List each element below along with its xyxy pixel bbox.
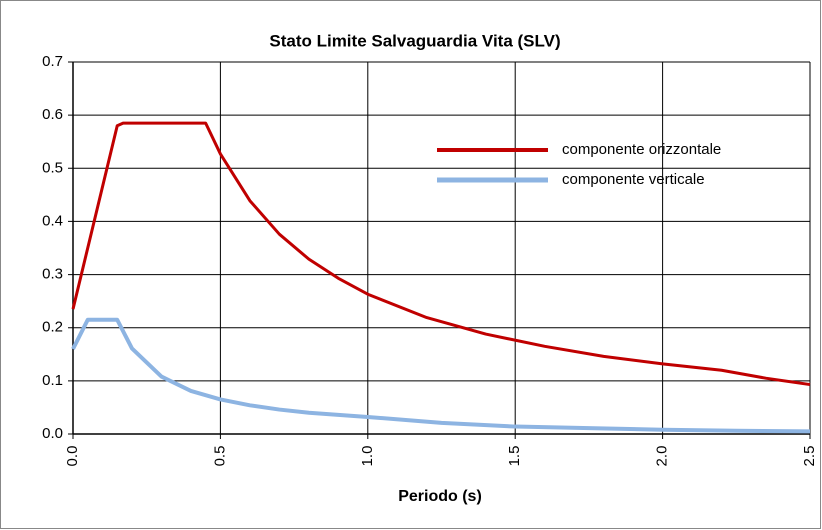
y-tick-label: 0.6 [42, 106, 63, 123]
series-line [71, 121, 811, 387]
legend-label: componente verticale [562, 171, 705, 188]
x-tick-label: 2.5 [801, 446, 818, 467]
y-tick-label: 0.4 [42, 212, 63, 229]
series-line [71, 317, 811, 434]
y-tick-label: 0.5 [42, 159, 63, 176]
x-tick-label: 0.0 [64, 446, 81, 467]
legend-label: componente orizzontale [562, 141, 721, 158]
x-axis-title: Periodo (s) [398, 488, 482, 505]
x-tick-label: 2.0 [654, 446, 671, 467]
chart-title: Stato Limite Salvaguardia Vita (SLV) [269, 31, 560, 50]
y-tick-label: 0.0 [42, 425, 63, 442]
y-tick-label: 0.7 [42, 53, 63, 70]
y-tick-label: 0.1 [42, 372, 63, 389]
x-tick-label: 0.5 [211, 446, 228, 467]
x-tick-label: 1.0 [359, 446, 376, 467]
x-tick-label: 1.5 [506, 446, 523, 467]
y-tick-label: 0.2 [42, 319, 63, 336]
y-tick-label: 0.3 [42, 266, 63, 283]
